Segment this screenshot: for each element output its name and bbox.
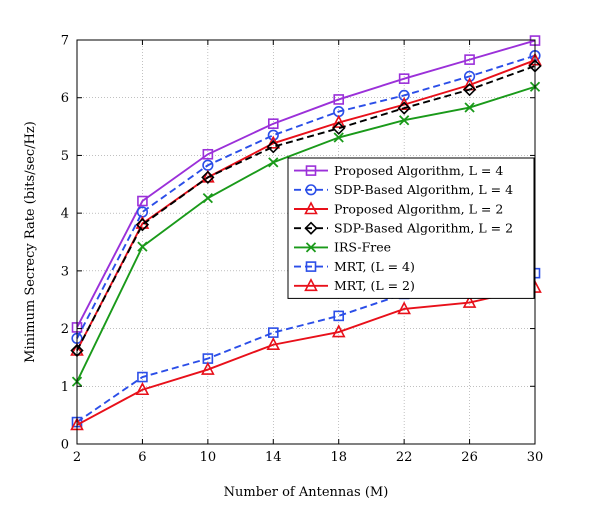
data-point bbox=[464, 102, 475, 113]
data-point bbox=[202, 148, 214, 160]
data-point bbox=[135, 382, 150, 396]
x-tick-label: 22 bbox=[396, 450, 413, 465]
data-point bbox=[201, 170, 215, 184]
series-line bbox=[76, 39, 536, 328]
series-3 bbox=[70, 59, 542, 358]
legend-label: SDP-Based Algorithm, L = 2 bbox=[334, 221, 513, 236]
data-point bbox=[333, 132, 344, 143]
data-point bbox=[266, 140, 280, 154]
y-tick-label: 0 bbox=[61, 438, 69, 453]
y-tick-label: 1 bbox=[61, 380, 69, 395]
legend-label: SDP-Based Algorithm, L = 4 bbox=[334, 182, 513, 197]
legend-label: MRT, (L = 2) bbox=[334, 278, 415, 293]
legend-marker bbox=[304, 201, 318, 215]
data-point bbox=[268, 157, 279, 168]
data-point bbox=[267, 129, 279, 141]
legend-item: MRT, (L = 4) bbox=[294, 259, 415, 274]
data-point bbox=[398, 73, 410, 84]
data-point bbox=[399, 115, 410, 126]
legend-item: SDP-Based Algorithm, L = 4 bbox=[294, 182, 513, 197]
y-tick-label: 2 bbox=[61, 322, 69, 337]
legend-item: IRS-Free bbox=[294, 240, 391, 255]
data-point bbox=[331, 114, 346, 128]
legend-item: MRT, (L = 2) bbox=[294, 278, 415, 293]
x-tick-label: 10 bbox=[200, 450, 217, 465]
y-tick-label: 6 bbox=[61, 91, 69, 106]
series-line bbox=[76, 65, 536, 351]
data-point bbox=[331, 324, 346, 338]
y-tick-label: 5 bbox=[61, 149, 69, 164]
y-tick-label: 3 bbox=[61, 264, 69, 279]
data-point bbox=[464, 54, 475, 65]
legend-item: SDP-Based Algorithm, L = 2 bbox=[294, 221, 513, 236]
legend-label: Proposed Algorithm, L = 2 bbox=[334, 201, 503, 216]
data-point bbox=[266, 135, 281, 149]
legend-marker bbox=[304, 221, 318, 235]
data-point bbox=[463, 70, 476, 82]
legend-label: MRT, (L = 4) bbox=[334, 259, 415, 274]
data-point bbox=[397, 101, 411, 115]
data-point bbox=[462, 83, 477, 97]
series-6 bbox=[70, 279, 542, 431]
data-point bbox=[397, 96, 411, 110]
data-point bbox=[137, 241, 148, 252]
data-point bbox=[266, 337, 281, 351]
data-point bbox=[137, 195, 148, 207]
legend-marker bbox=[304, 278, 318, 292]
y-axis-label: Minimum Secrecy Rate (bits/sec/Hz) bbox=[23, 121, 38, 363]
data-point bbox=[201, 361, 215, 375]
x-tick-label: 14 bbox=[265, 450, 282, 465]
data-point bbox=[267, 118, 279, 129]
x-axis-label: Number of Antennas (M) bbox=[224, 485, 389, 500]
legend-marker bbox=[305, 261, 317, 272]
legend-box bbox=[287, 157, 535, 299]
data-point bbox=[332, 121, 346, 135]
legend-item: Proposed Algorithm, L = 4 bbox=[294, 163, 503, 178]
data-point bbox=[135, 218, 150, 232]
series-line bbox=[76, 85, 536, 383]
series-line bbox=[76, 286, 536, 426]
legend-marker bbox=[305, 184, 317, 196]
legend-item: Proposed Algorithm, L = 2 bbox=[294, 201, 503, 216]
legend-marker bbox=[305, 242, 317, 253]
x-tick-label: 18 bbox=[330, 450, 347, 465]
y-tick-label: 4 bbox=[61, 207, 69, 222]
data-point bbox=[397, 301, 411, 315]
data-point bbox=[462, 294, 477, 308]
legend-label: Proposed Algorithm, L = 4 bbox=[334, 163, 503, 178]
data-point bbox=[202, 193, 213, 204]
legend-label: IRS-Free bbox=[334, 240, 391, 255]
data-point bbox=[137, 371, 148, 383]
series-4 bbox=[71, 81, 541, 387]
legend-marker bbox=[305, 165, 317, 176]
y-tick-label: 7 bbox=[61, 34, 69, 49]
x-tick-label: 2 bbox=[73, 450, 81, 465]
data-point bbox=[333, 310, 345, 322]
data-point bbox=[333, 94, 345, 105]
plot-frame bbox=[76, 39, 536, 445]
x-tick-label: 30 bbox=[527, 450, 544, 465]
series-line bbox=[76, 54, 536, 339]
x-tick-label: 26 bbox=[461, 450, 478, 465]
legend: Proposed Algorithm, L = 4 SDP-Based Algor… bbox=[287, 157, 535, 299]
x-tick-label: 6 bbox=[138, 450, 146, 465]
